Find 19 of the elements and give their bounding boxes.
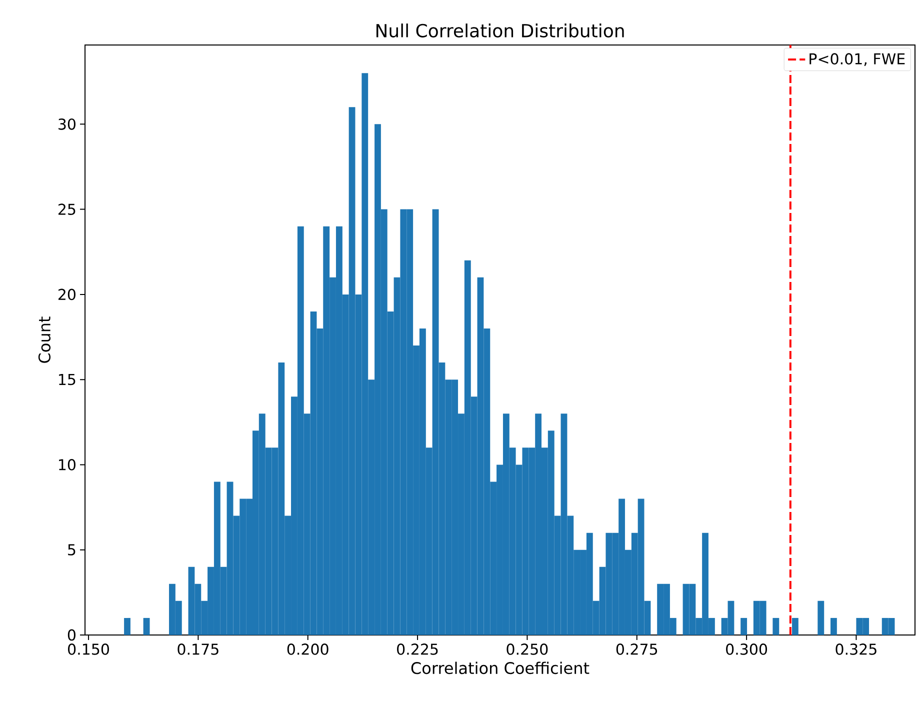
chart-title: Null Correlation Distribution [376, 24, 624, 38]
y-axis-title: Count [38, 316, 51, 363]
x-tick-label: 0.275 [616, 644, 658, 655]
x-tick-label: 0.225 [397, 644, 438, 655]
x-tick-label: 0.150 [68, 644, 109, 655]
y-tick-label: 25 [58, 204, 76, 215]
y-tick-label: 5 [68, 544, 76, 556]
y-tick-label: 0 [68, 629, 76, 641]
y-tick-label: 10 [59, 459, 76, 470]
y-tick-label: 15 [59, 374, 76, 386]
x-axis-title: Correlation Coefficient [411, 662, 590, 674]
x-tick-label: 0.325 [836, 644, 876, 655]
y-tick-label: 20 [58, 288, 76, 300]
ref-line-label: P<0.01, FWE [810, 53, 905, 66]
x-tick-label: 0.175 [178, 644, 218, 655]
y-tick-label: 30 [58, 118, 76, 130]
x-tick-label: 0.200 [287, 644, 328, 655]
x-tick-label: 0.300 [726, 644, 768, 655]
x-tick-label: 0.250 [506, 644, 548, 655]
